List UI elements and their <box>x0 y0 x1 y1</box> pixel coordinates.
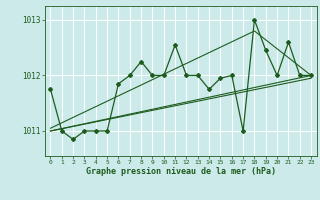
X-axis label: Graphe pression niveau de la mer (hPa): Graphe pression niveau de la mer (hPa) <box>86 167 276 176</box>
